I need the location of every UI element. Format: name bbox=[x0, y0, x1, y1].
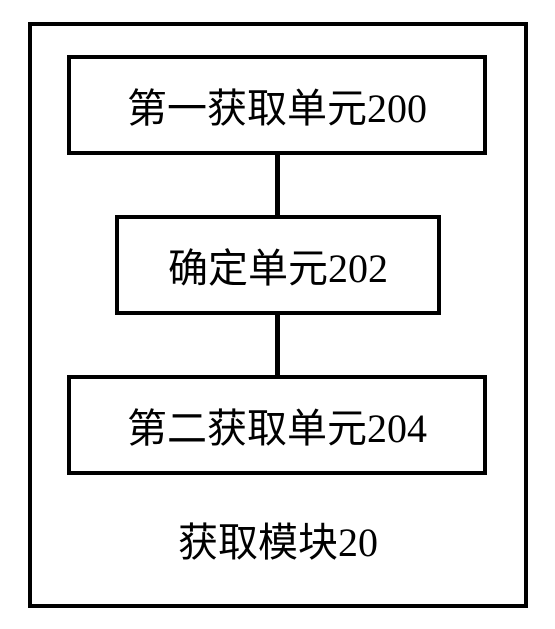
edge-n2-n3 bbox=[275, 315, 280, 375]
node-label: 第一获取单元200 bbox=[127, 76, 427, 134]
edge-n1-n2 bbox=[275, 155, 280, 215]
module-title: 获取模块20 bbox=[165, 510, 391, 568]
node-determination-unit: 确定单元202 bbox=[115, 215, 441, 315]
node-label: 第二获取单元204 bbox=[127, 396, 427, 454]
node-first-acquisition-unit: 第一获取单元200 bbox=[67, 55, 487, 155]
node-second-acquisition-unit: 第二获取单元204 bbox=[67, 375, 487, 475]
node-label: 确定单元202 bbox=[168, 236, 388, 294]
